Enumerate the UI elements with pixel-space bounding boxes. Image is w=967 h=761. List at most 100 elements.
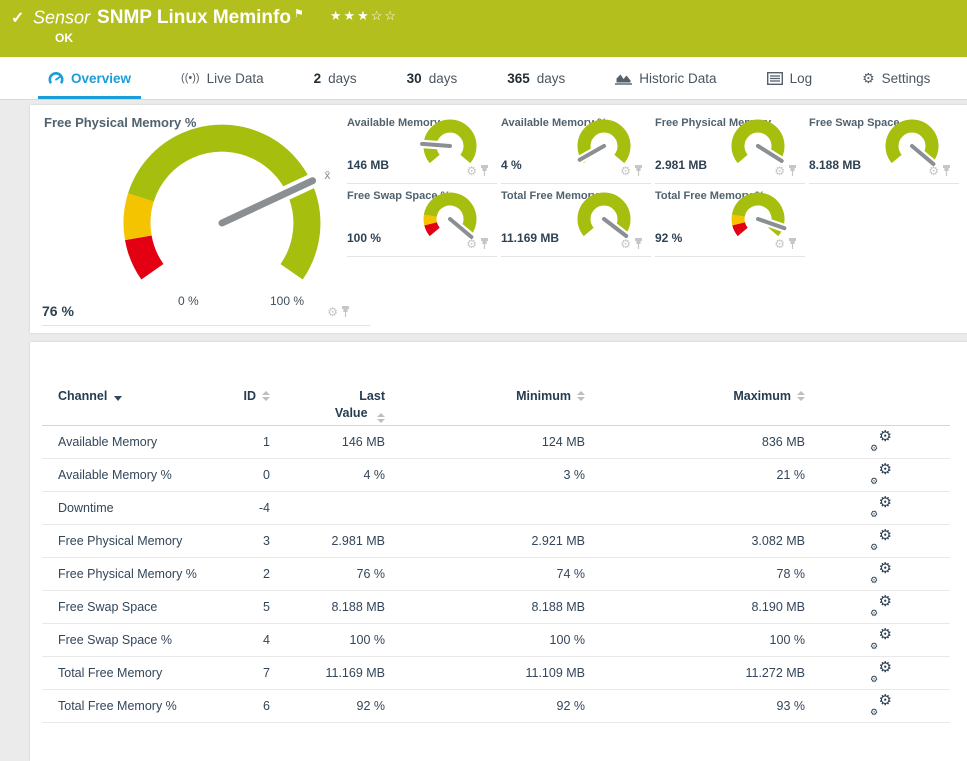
gauge-title: Available Memory — [347, 117, 441, 129]
gauge-dial — [727, 116, 795, 185]
tab-30-days[interactable]: 30 days — [397, 57, 468, 99]
sort-icon — [262, 391, 270, 401]
channel-name: Free Physical Memory — [58, 534, 183, 548]
main-gauge-dial: x̄ — [87, 105, 357, 310]
gear-icon[interactable]: ⚙ — [466, 237, 477, 251]
settings-icon: ⚙ — [862, 70, 875, 86]
channel-row-free-swap-space: Free Swap Space % 4 100 % 100 % 100 % ⚙ ⚙ — [42, 624, 950, 657]
sort-desc-icon — [114, 396, 123, 402]
channel-settings-icon[interactable]: ⚙ ⚙ — [870, 626, 892, 651]
gauge-title: Available Memory % — [501, 117, 607, 129]
column-header-channel[interactable]: Channel — [58, 388, 238, 405]
channel-settings-icon[interactable]: ⚙ ⚙ — [870, 428, 892, 453]
tab-365-days[interactable]: 365 days — [497, 57, 575, 99]
priority-rating[interactable]: ★★★☆☆ — [329, 8, 399, 24]
channel-name: Total Free Memory — [58, 666, 163, 680]
gauge-available-memory[interactable]: Available Memory 146 MB ⚙ — [347, 111, 497, 184]
gauge-dial — [573, 116, 641, 185]
channel-last-value: 100 % — [349, 633, 385, 647]
tab-label: Overview — [71, 70, 132, 86]
sort-icon — [797, 391, 805, 401]
gear-icon[interactable]: ⚙ — [774, 237, 785, 251]
channel-settings-icon[interactable]: ⚙ ⚙ — [870, 659, 892, 684]
tab-historic-data[interactable]: Historic Data — [605, 57, 726, 99]
gauge-title: Total Free Memory % — [655, 190, 765, 202]
main-gauge[interactable]: Free Physical Memory % x̄ 0 % 100 % 76 %… — [42, 105, 370, 326]
gear-icon[interactable]: ⚙ — [327, 305, 338, 319]
pin-icon[interactable] — [634, 238, 643, 250]
main-gauge-value: 76 % — [42, 303, 74, 319]
gauge-total-free-memory[interactable]: Total Free Memory % 92 % ⚙ — [655, 184, 805, 257]
gear-icon[interactable]: ⚙ — [466, 164, 477, 178]
tab-overview[interactable]: Overview — [38, 57, 142, 99]
channel-id: 2 — [263, 567, 270, 581]
pin-icon[interactable] — [942, 165, 951, 177]
channel-row-total-free-memory: Total Free Memory % 6 92 % 92 % 93 % ⚙ ⚙ — [42, 690, 950, 723]
tab-log[interactable]: Log — [757, 57, 823, 99]
channel-name: Free Swap Space % — [58, 633, 172, 647]
tab-label: days — [428, 70, 458, 86]
channel-maximum: 11.272 MB — [745, 666, 805, 680]
tab-label: Live Data — [206, 70, 264, 86]
tab-live-data[interactable]: ((•)) Live Data — [171, 57, 274, 99]
channel-settings-icon[interactable]: ⚙ ⚙ — [870, 494, 892, 519]
pin-icon[interactable] — [788, 238, 797, 250]
column-header-last-value[interactable]: Last Value — [270, 388, 385, 423]
gear-icon[interactable]: ⚙ — [620, 237, 631, 251]
channel-id: 3 — [263, 534, 270, 548]
sensor-status-badge: OK — [55, 31, 73, 45]
channel-id: 1 — [263, 435, 270, 449]
channel-settings-icon[interactable]: ⚙ ⚙ — [870, 593, 892, 618]
gauge-available-memory[interactable]: Available Memory % 4 % ⚙ — [501, 111, 651, 184]
channel-maximum: 21 % — [776, 468, 806, 482]
gauge-total-free-memory[interactable]: Total Free Memory 11.169 MB ⚙ — [501, 184, 651, 257]
pin-icon[interactable] — [634, 165, 643, 177]
channel-id: 7 — [263, 666, 270, 680]
gear-icon[interactable]: ⚙ — [928, 164, 939, 178]
channel-name: Total Free Memory % — [58, 699, 177, 713]
pin-icon[interactable] — [480, 238, 489, 250]
gauge-dial — [419, 116, 487, 185]
gear-icon[interactable]: ⚙ — [620, 164, 631, 178]
channel-minimum: 3 % — [563, 468, 585, 482]
tab-settings[interactable]: ⚙ Settings — [852, 57, 940, 99]
live-data-icon: ((•)) — [181, 72, 200, 84]
tab-number: 2 — [313, 70, 322, 86]
channel-maximum: 100 % — [769, 633, 805, 647]
channel-settings-icon[interactable]: ⚙ ⚙ — [870, 461, 892, 486]
sort-icon — [377, 412, 385, 423]
channel-settings-icon[interactable]: ⚙ ⚙ — [870, 560, 892, 585]
pin-icon[interactable] — [480, 165, 489, 177]
channel-table-body: Available Memory 1 146 MB 124 MB 836 MB ⚙ ⚙ Ava… — [30, 426, 967, 723]
column-header-id[interactable]: ID — [238, 388, 270, 405]
channel-name: Downtime — [58, 501, 114, 515]
tab-label: Settings — [881, 70, 931, 86]
gauge-free-swap-space[interactable]: Free Swap Space % 100 % ⚙ — [347, 184, 497, 257]
main-gauge-max-label: 100 % — [270, 294, 305, 308]
column-label: Minimum — [516, 389, 571, 403]
channel-settings-icon[interactable]: ⚙ ⚙ — [870, 527, 892, 552]
column-header-maximum[interactable]: Maximum — [585, 388, 805, 405]
gauge-value: 4 % — [501, 158, 522, 172]
gauge-title: Free Swap Space — [809, 117, 900, 129]
channel-settings-icon[interactable]: ⚙ ⚙ — [870, 692, 892, 717]
gauge-title: Free Swap Space % — [347, 190, 451, 202]
tab-2-days[interactable]: 2 days — [304, 57, 367, 99]
column-header-minimum[interactable]: Minimum — [385, 388, 585, 405]
channel-name: Available Memory — [58, 435, 158, 449]
main-gauge-title: Free Physical Memory % — [44, 115, 197, 130]
pin-icon[interactable] — [341, 306, 350, 318]
pin-icon[interactable] — [788, 165, 797, 177]
channel-table: Channel ID Last Value Minimum Maximum Availa… — [30, 382, 967, 723]
channel-maximum: 93 % — [776, 699, 806, 713]
channel-name: Free Swap Space — [58, 600, 158, 614]
channel-name: Free Physical Memory % — [58, 567, 197, 581]
gauge-free-swap-space[interactable]: Free Swap Space 8.188 MB ⚙ — [809, 111, 959, 184]
channel-minimum: 2.921 MB — [531, 534, 585, 548]
channel-minimum: 8.188 MB — [531, 600, 585, 614]
gauge-tools: ⚙ — [928, 165, 951, 177]
small-gauges-grid: Available Memory 146 MB ⚙ Available Memory … — [347, 111, 965, 257]
gauge-free-physical-memory[interactable]: Free Physical Memory 2.981 MB ⚙ — [655, 111, 805, 184]
object-kind-label: Sensor — [33, 7, 91, 28]
gear-icon[interactable]: ⚙ — [774, 164, 785, 178]
